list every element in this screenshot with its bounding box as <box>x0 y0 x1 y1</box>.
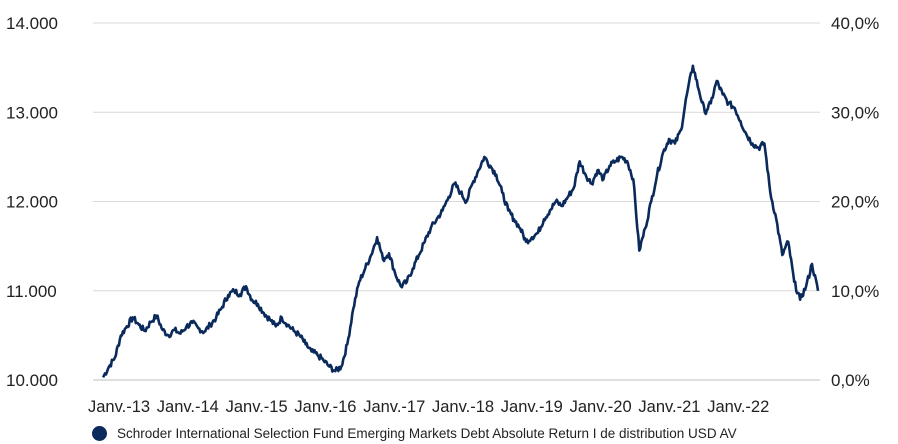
y-left-tick-label: 11.000 <box>6 282 57 301</box>
x-tick-label: Janv.-14 <box>157 398 219 416</box>
y-right-tick-label: 20,0% <box>831 193 879 212</box>
legend: Schroder International Selection Fund Em… <box>92 424 737 442</box>
legend-label: Schroder International Selection Fund Em… <box>117 425 737 441</box>
y-right-tick-label: 40,0% <box>831 14 879 33</box>
x-tick-label: Janv.-16 <box>294 398 356 416</box>
y-left-tick-label: 14.000 <box>6 14 58 33</box>
x-tick-label: Janv.-13 <box>88 398 150 416</box>
y-right-tick-label: 0,0% <box>831 371 870 390</box>
gridlines <box>93 22 820 381</box>
right-axis: 40,0% 30,0% 20,0% 10,0% 0,0% <box>831 14 879 390</box>
y-right-tick-label: 30,0% <box>831 103 879 122</box>
series-line <box>101 64 820 378</box>
y-left-tick-label: 13.000 <box>6 103 58 122</box>
x-axis: Janv.-13 Janv.-14 Janv.-15 Janv.-16 Janv.-17… <box>88 398 769 416</box>
x-tick-label: Janv.-19 <box>501 398 563 416</box>
x-tick-label: Janv.-21 <box>638 398 700 416</box>
y-left-tick-label: 12.000 <box>6 193 58 212</box>
x-tick-label: Janv.-18 <box>432 398 494 416</box>
x-tick-label: Janv.-15 <box>226 398 288 416</box>
legend-marker <box>92 425 107 441</box>
left-axis: 14.000 13.000 12.000 11.000 10.000 <box>6 14 58 390</box>
series-layer <box>101 64 820 378</box>
y-left-tick-label: 10.000 <box>6 371 58 390</box>
y-right-tick-label: 10,0% <box>831 282 879 301</box>
x-tick-label: Janv.-20 <box>570 398 632 416</box>
x-tick-label: Janv.-22 <box>707 398 769 416</box>
x-tick-label: Janv.-17 <box>363 398 425 416</box>
